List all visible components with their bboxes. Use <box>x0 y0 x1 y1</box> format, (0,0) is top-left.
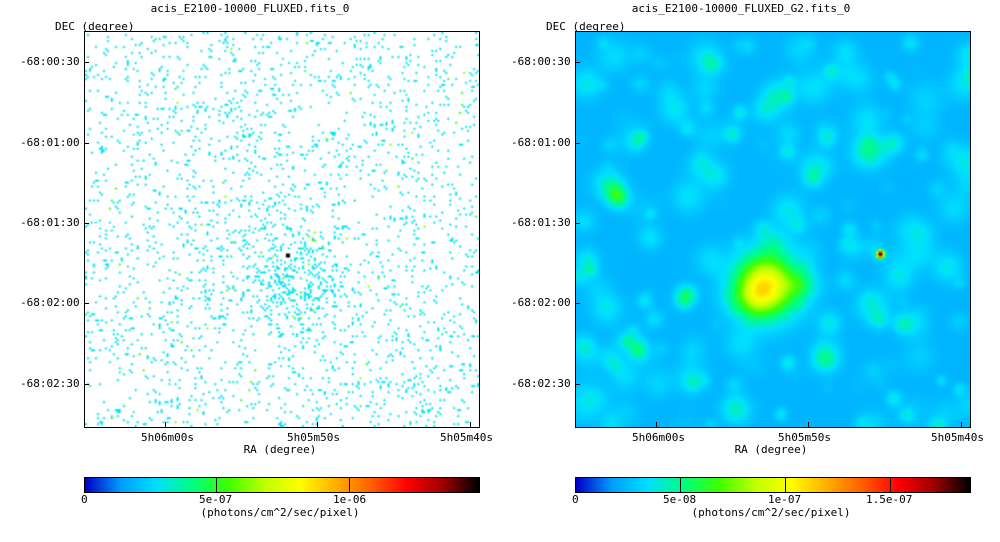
dec-tick-label: -68:01:30 <box>511 216 571 229</box>
dec-tick-label: -68:02:30 <box>20 377 80 390</box>
dec-tick-mark <box>575 143 580 144</box>
dec-tick-label: -68:01:00 <box>511 136 571 149</box>
colorbar-tick <box>349 477 350 493</box>
ra-tick-mark <box>317 422 318 428</box>
ra-tick-label: 5h05m50s <box>778 431 831 444</box>
colorbar-label: 1e-07 <box>768 493 802 506</box>
image-canvas[interactable] <box>85 32 479 427</box>
colorbar <box>575 477 971 493</box>
colorbar <box>84 477 480 493</box>
dec-tick-mark <box>575 223 580 224</box>
dec-tick-mark <box>575 303 580 304</box>
ra-tick-label: 5h05m40s <box>440 431 493 444</box>
sky-image[interactable] <box>575 31 971 428</box>
x-axis-label: RA (degree) <box>734 443 808 456</box>
dec-tick-label: -68:02:30 <box>511 377 571 390</box>
colorbar-label: 5e-08 <box>663 493 697 506</box>
y-axis-label: DEC (degree) <box>546 20 626 33</box>
y-axis-label: DEC (degree) <box>55 20 135 33</box>
ra-tick-label: 5h05m40s <box>931 431 984 444</box>
colorbar-tick <box>680 477 681 493</box>
colorbar-label: 0 <box>81 493 88 506</box>
colorbar-label: 0 <box>572 493 579 506</box>
ra-tick-mark <box>165 422 166 428</box>
dec-tick-mark <box>84 303 89 304</box>
dec-tick-mark <box>575 384 580 385</box>
dec-tick-mark <box>84 223 89 224</box>
dec-tick-mark <box>84 143 89 144</box>
colorbar-label: 1e-06 <box>333 493 367 506</box>
x-axis-label: RA (degree) <box>243 443 317 456</box>
colorbar-unit: (photons/cm^2/sec/pixel) <box>691 506 851 519</box>
colorbar-tick <box>216 477 217 493</box>
dec-tick-label: -68:00:30 <box>511 55 571 68</box>
image-title: acis_E2100-10000_FLUXED.fits_0 <box>150 2 350 15</box>
colorbar-tick <box>785 477 786 493</box>
ra-tick-label: 5h06m00s <box>141 431 194 444</box>
ra-tick-mark <box>961 422 962 428</box>
image-canvas[interactable] <box>576 32 970 427</box>
colorbar-tick <box>890 477 891 493</box>
dec-tick-label: -68:01:00 <box>20 136 80 149</box>
dec-tick-label: -68:02:00 <box>511 296 571 309</box>
ra-tick-mark <box>656 422 657 428</box>
dec-tick-label: -68:00:30 <box>20 55 80 68</box>
sky-image[interactable] <box>84 31 480 428</box>
colorbar-label: 1.5e-07 <box>866 493 913 506</box>
right-image-panel: acis_E2100-10000_FLUXED_G2.fits_0 DEC (d… <box>491 0 991 542</box>
colorbar-label: 5e-07 <box>199 493 233 506</box>
dec-tick-mark <box>84 62 89 63</box>
ra-tick-label: 5h05m50s <box>287 431 340 444</box>
ra-tick-mark <box>808 422 809 428</box>
image-title: acis_E2100-10000_FLUXED_G2.fits_0 <box>631 2 851 15</box>
left-image-panel: acis_E2100-10000_FLUXED.fits_0 DEC (degr… <box>20 2 493 519</box>
dec-tick-mark <box>575 62 580 63</box>
dec-tick-mark <box>84 384 89 385</box>
colorbar-unit: (photons/cm^2/sec/pixel) <box>200 506 360 519</box>
ra-tick-label: 5h06m00s <box>632 431 685 444</box>
dec-tick-label: -68:02:00 <box>20 296 80 309</box>
dec-tick-label: -68:01:30 <box>20 216 80 229</box>
ra-tick-mark <box>470 422 471 428</box>
